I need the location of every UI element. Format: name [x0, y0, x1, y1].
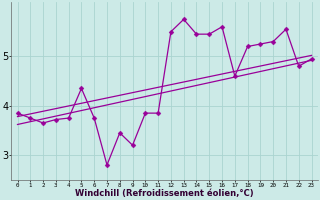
- X-axis label: Windchill (Refroidissement éolien,°C): Windchill (Refroidissement éolien,°C): [75, 189, 254, 198]
